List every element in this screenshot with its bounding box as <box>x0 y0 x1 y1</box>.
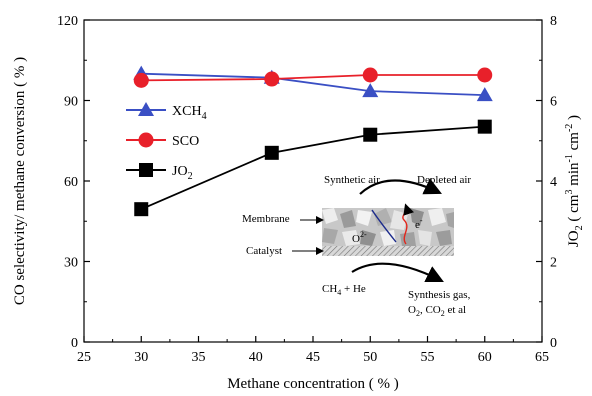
y2-tick-label: 2 <box>550 256 557 271</box>
oxygen-ion-label: O2- <box>352 230 367 245</box>
feed-gas-label: CH4 + He <box>322 283 366 297</box>
point-jo2 <box>363 127 378 142</box>
legend-label-jo2: JO2 <box>172 164 193 182</box>
x-axis-title: Methane concentration ( % ) <box>227 376 399 392</box>
y-tick-label: 30 <box>64 256 78 271</box>
products-label-line2: O2, CO2 et al <box>408 304 466 318</box>
point-jo2 <box>134 202 149 217</box>
plot-frame <box>83 19 543 343</box>
x-tick-label: 55 <box>421 350 435 365</box>
point-xch4 <box>476 87 493 102</box>
catalyst-label: Catalyst <box>246 245 282 257</box>
x-tick-label: 50 <box>363 350 377 365</box>
oxygen-path <box>371 209 397 243</box>
y-tick-label: 60 <box>64 175 78 190</box>
feed-flow-arrow <box>351 262 444 282</box>
legend-label-sco: SCO <box>172 134 199 149</box>
x-tick-label: 40 <box>249 350 263 365</box>
point-sco <box>477 67 493 83</box>
point-sco <box>133 72 149 88</box>
legend-label-xch4: XCH4 <box>172 104 207 122</box>
legend-marker-sco <box>138 132 154 148</box>
x-axis: 25 30 35 40 45 50 55 60 65 <box>77 336 549 365</box>
y-axis-right: 0 2 4 6 8 <box>536 14 557 351</box>
y2-tick-label: 6 <box>550 95 557 110</box>
y2-tick-label: 4 <box>550 175 557 190</box>
electron-label: e- <box>415 216 423 231</box>
x-tick-label: 35 <box>192 350 206 365</box>
y2-tick-label: 0 <box>550 336 557 351</box>
series-line-jo2 <box>140 125 485 211</box>
electron-path <box>402 203 414 245</box>
legend-marker-xch4 <box>138 102 154 116</box>
y-axis-title-left: CO selectivity/ methane conversion ( % ) <box>12 57 28 305</box>
y2-tick-label: 8 <box>550 14 557 29</box>
y-tick-label: 0 <box>71 336 78 351</box>
products-label-line1: Synthesis gas, <box>408 289 471 301</box>
x-tick-label: 60 <box>478 350 492 365</box>
x-tick-label: 65 <box>535 350 549 365</box>
x-tick-label: 30 <box>134 350 148 365</box>
synthetic-air-label: Synthetic air <box>324 174 380 186</box>
legend-marker-jo2 <box>139 163 153 177</box>
x-tick-label: 25 <box>77 350 91 365</box>
depleted-air-label: Depleted air <box>417 174 471 186</box>
series-layer <box>133 65 493 217</box>
y-axis-left: 0 30 60 90 120 <box>57 14 90 351</box>
point-jo2 <box>264 145 279 160</box>
catalyst-layer <box>322 246 454 256</box>
point-xch4 <box>362 83 379 98</box>
legend: XCH4 SCO JO2 <box>126 102 207 182</box>
x-tick-label: 45 <box>306 350 320 365</box>
air-flow-arrow <box>359 178 442 195</box>
point-sco <box>362 67 378 83</box>
series-line-sco <box>141 74 485 82</box>
point-jo2 <box>477 119 492 134</box>
membrane-label: Membrane <box>242 213 290 225</box>
reactor-schematic: Synthetic air Depleted air Membrane Cata… <box>242 174 471 318</box>
y-axis-title-right: JO2 ( cm3 min-1 cm-2 ) <box>564 115 585 247</box>
point-sco <box>264 71 280 87</box>
series-line-xch4 <box>141 72 485 97</box>
y-tick-label: 120 <box>57 14 78 29</box>
y-tick-label: 90 <box>64 95 78 110</box>
